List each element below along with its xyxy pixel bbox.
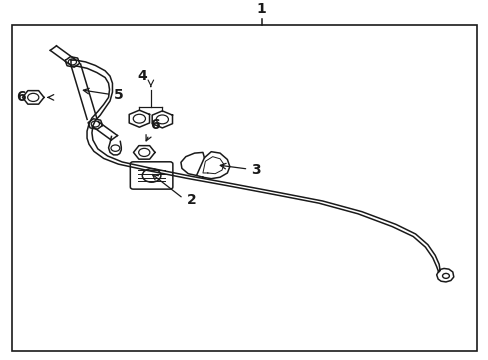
Text: 6: 6: [150, 118, 160, 132]
FancyBboxPatch shape: [130, 162, 173, 189]
Text: 1: 1: [256, 3, 266, 17]
Text: 2: 2: [186, 193, 196, 207]
Text: 3: 3: [251, 163, 261, 177]
Text: 4: 4: [137, 69, 146, 83]
Text: 6: 6: [16, 90, 25, 104]
Text: 5: 5: [113, 88, 123, 102]
